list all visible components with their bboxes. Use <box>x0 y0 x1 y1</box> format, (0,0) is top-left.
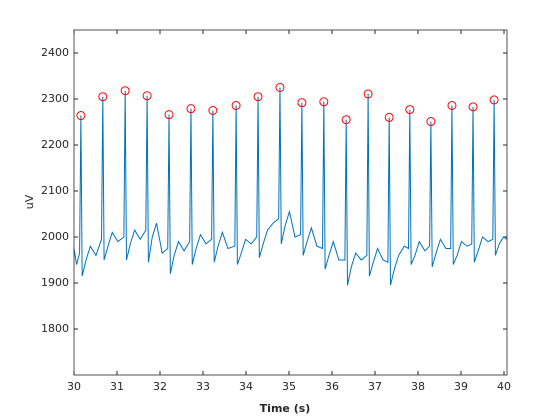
peak-marker <box>231 100 241 110</box>
peak-marker <box>319 97 329 107</box>
x-tick-label: 31 <box>110 380 124 393</box>
x-tick-label: 32 <box>153 380 167 393</box>
x-tick-label: 30 <box>67 380 81 393</box>
peak-marker <box>120 86 130 96</box>
x-tick-label: 34 <box>239 380 253 393</box>
peak-marker <box>489 95 499 105</box>
x-tick-label: 38 <box>411 380 425 393</box>
peak-marker <box>275 83 285 92</box>
plot-area <box>74 30 507 375</box>
peak-marker <box>384 112 394 122</box>
peak-marker <box>363 89 373 99</box>
y-tick-label: 2300 <box>41 92 69 105</box>
peak-marker <box>98 92 108 102</box>
x-tick-label: 37 <box>368 380 382 393</box>
peak-marker <box>142 91 152 101</box>
peak-marker <box>405 105 415 115</box>
peak-marker <box>297 98 307 108</box>
y-tick-label: 2000 <box>41 230 69 243</box>
x-tick-label: 39 <box>454 380 468 393</box>
y-tick-label: 1900 <box>41 276 69 289</box>
y-axis-label: uV <box>23 194 36 209</box>
y-tick-label: 2200 <box>41 138 69 151</box>
x-axis-label: Time (s) <box>260 402 311 415</box>
y-tick-label: 2100 <box>41 184 69 197</box>
x-tick-label: 40 <box>497 380 511 393</box>
x-tick-label: 36 <box>325 380 339 393</box>
x-tick-label: 33 <box>196 380 210 393</box>
signal-line <box>73 87 508 286</box>
peak-marker <box>468 102 478 112</box>
peak-marker <box>208 106 218 115</box>
y-tick-label: 2400 <box>41 46 69 59</box>
peak-marker <box>186 104 196 114</box>
peak-marker <box>253 92 263 102</box>
y-tick-label: 1800 <box>41 322 69 335</box>
peak-marker <box>426 117 436 127</box>
peak-marker <box>164 110 174 120</box>
peak-marker <box>447 100 457 110</box>
axes-box <box>73 29 508 376</box>
peak-marker <box>341 115 351 125</box>
x-tick-label: 35 <box>282 380 296 393</box>
peak-marker <box>76 111 86 121</box>
